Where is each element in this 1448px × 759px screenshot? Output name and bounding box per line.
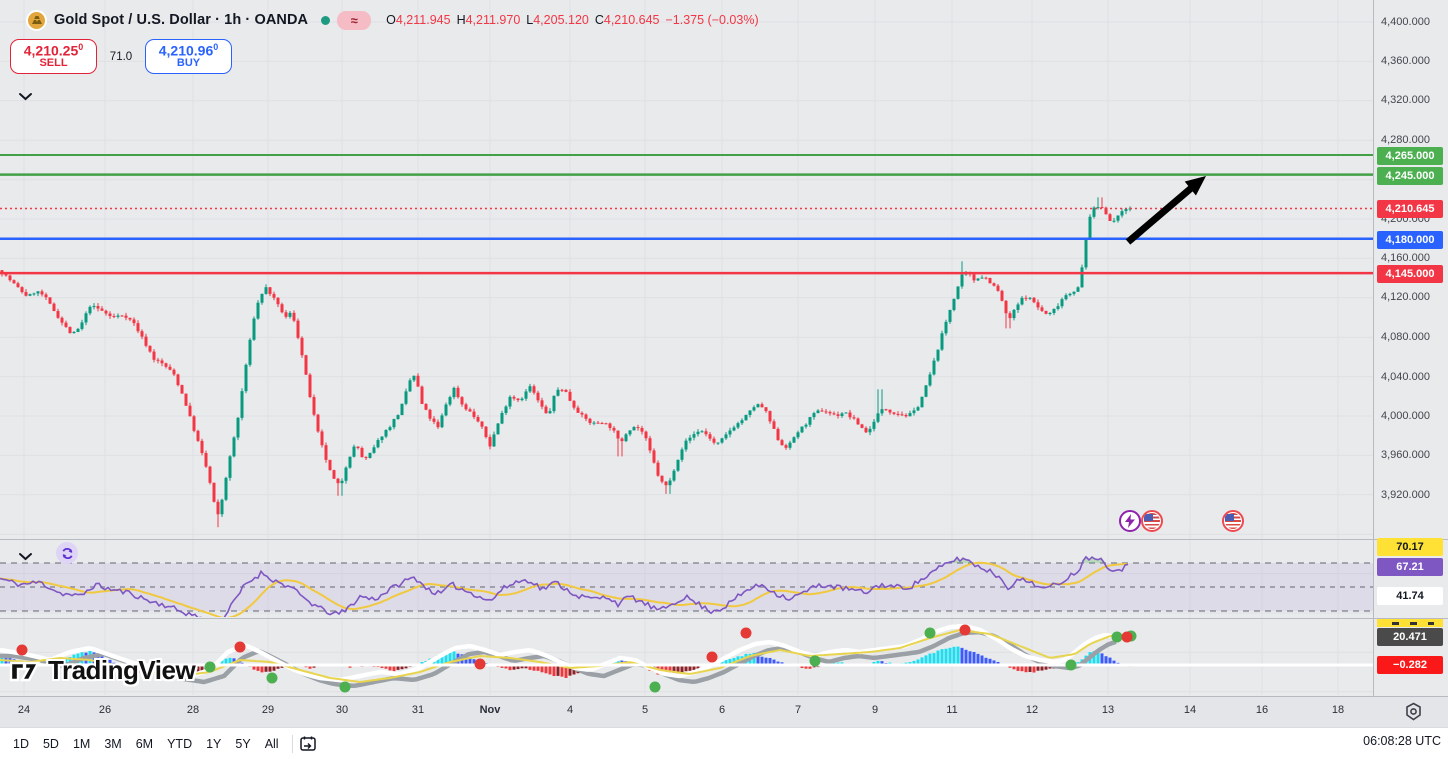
macd-value-badge: 20.471 [1377,628,1443,646]
server-clock[interactable]: 06:08:28 UTC [1363,734,1441,748]
time-axis-label: 14 [1184,704,1196,716]
price-axis-label: 4,000.000 [1381,410,1430,422]
main-pane-collapse-chevron-icon[interactable] [18,88,33,106]
us-economic-event-flag-icon[interactable] [1222,510,1244,532]
price-axis-label: 4,360.000 [1381,55,1430,67]
time-axis-label: 5 [642,704,648,716]
range-button-all[interactable]: All [258,737,286,751]
price-level-badge: 4,145.000 [1377,265,1443,283]
go-to-date-calendar-icon[interactable] [299,735,318,753]
time-axis-label: 29 [262,704,274,716]
range-button-3m[interactable]: 3M [97,737,128,751]
time-axis-label: 31 [412,704,424,716]
symbol-title[interactable]: Gold Spot / U.S. Dollar · 1h · OANDA [54,12,308,28]
time-axis-label: 28 [187,704,199,716]
economic-event-bolt-icon[interactable] [1119,510,1141,532]
range-button-5d[interactable]: 5D [36,737,66,751]
range-button-1y[interactable]: 1Y [199,737,228,751]
price-level-badge: 4,210.645 [1377,200,1443,218]
range-button-5y[interactable]: 5Y [228,737,257,751]
time-axis-label: 7 [795,704,801,716]
toolbar-divider [292,735,293,753]
rsi-refresh-icon[interactable] [56,542,78,564]
time-axis-label: 11 [946,704,957,716]
price-change: −1.375 (−0.03%) [665,13,758,27]
time-axis-label: 4 [567,704,573,716]
us-economic-event-flag-icon[interactable] [1141,510,1163,532]
rsi-value-badge: 41.74 [1377,587,1443,605]
price-axis-label: 3,960.000 [1381,449,1430,461]
price-level-badge: 4,245.000 [1377,167,1443,185]
rsi-pane-collapse-chevron-icon[interactable] [18,548,33,566]
time-axis-label: Nov [480,704,501,716]
trend-arrow-annotation [1128,184,1196,242]
sell-button[interactable]: 4,210.250 SELL [10,39,97,74]
time-axis-label: 18 [1332,704,1344,716]
price-axis-label: 4,400.000 [1381,16,1430,28]
ohlc-values: O4,211.945 H4,211.970 L4,205.120 C4,210.… [386,13,758,27]
order-panel: 4,210.250 SELL 71.0 4,210.960 BUY [10,39,232,74]
time-axis[interactable]: 24 26 28 29 30 31 Nov 4 5 6 7 9 11 12 13 14 16 18 [0,696,1448,727]
range-button-6m[interactable]: 6M [129,737,160,751]
time-axis-settings-gear-icon[interactable] [1404,702,1423,726]
time-axis-label: 16 [1256,704,1268,716]
tradingview-logo: TradingView [8,655,195,686]
time-axis-label: 9 [872,704,878,716]
buy-button[interactable]: 4,210.960 BUY [145,39,232,74]
price-level-badge: 4,180.000 [1377,231,1443,249]
rsi-value-badge: 70.17 [1377,538,1443,556]
approx-price-badge[interactable]: ≈ [337,11,371,30]
range-button-1m[interactable]: 1M [66,737,97,751]
time-axis-label: 24 [18,704,30,716]
gold-symbol-icon [26,10,47,31]
time-axis-label: 13 [1102,704,1114,716]
price-level-badge: 4,265.000 [1377,147,1443,165]
time-axis-label: 6 [719,704,725,716]
market-status-dot [321,16,330,25]
macd-upper-badge-clipped [1377,619,1443,627]
symbol-legend: Gold Spot / U.S. Dollar · 1h · OANDA ≈ O… [26,8,759,32]
spread-value: 71.0 [97,51,145,63]
price-axis-label: 4,040.000 [1381,371,1430,383]
price-axis-label: 4,160.000 [1381,252,1430,264]
price-axis-label: 4,280.000 [1381,134,1430,146]
time-axis-label: 26 [99,704,111,716]
rsi-value-badge: 67.21 [1377,558,1443,576]
tradingview-logo-icon [8,657,44,685]
time-axis-label: 12 [1026,704,1038,716]
time-axis-label: 30 [336,704,348,716]
price-axis-label: 4,080.000 [1381,331,1430,343]
price-axis-label: 4,320.000 [1381,94,1430,106]
macd-value-badge: −0.282 [1377,656,1443,674]
price-axis-label: 3,920.000 [1381,489,1430,501]
range-button-ytd[interactable]: YTD [160,737,199,751]
price-axis-label: 4,120.000 [1381,291,1430,303]
range-button-1d[interactable]: 1D [6,737,36,751]
